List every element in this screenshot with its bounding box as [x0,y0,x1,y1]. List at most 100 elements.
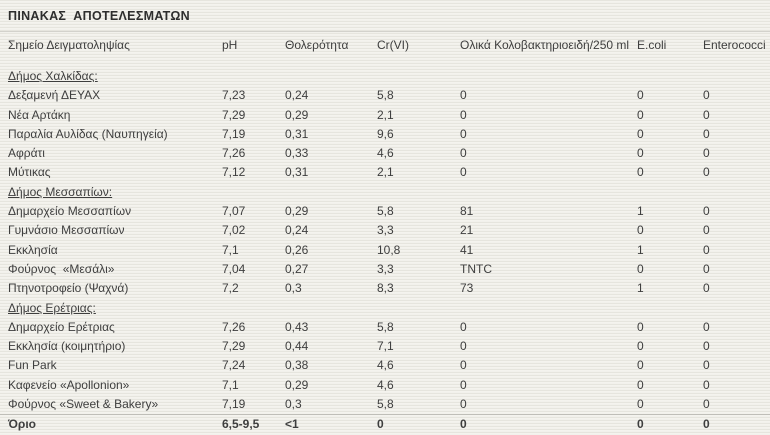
cell-enterococci: 0 [703,107,710,122]
header-row: Σημείο Δειγματοληψίας pH Θολερότητα Cr(V… [0,32,770,67]
cell-ph: 7,04 [222,261,246,276]
cell-turbidity: 0,3 [285,281,302,296]
data-row: Παραλία Αυλίδας (Ναυπηγεία) 7,19 0,31 9,6 0 0… [0,125,770,144]
cell-sampling-point: Μύτικας [8,165,51,180]
cell-turbidity: 0,24 [285,223,309,238]
data-row: Φούρνος «Μεσάλι» 7,04 0,27 3,3 TNTC 0 0 [0,260,770,279]
data-row: Εκκλησία (κοιμητήριο) 7,29 0,44 7,1 0 0 0 [0,337,770,356]
cell-e-coli: 0 [637,223,644,238]
cell-total-coliforms: 21 [460,223,474,238]
cell-ph: 7,1 [222,377,239,392]
data-row: Δεξαμενή ΔΕΥΑΧ 7,23 0,24 5,8 0 0 0 [0,86,770,105]
cell-e-coli: 1 [637,242,644,257]
cell-enterococci: 0 [703,377,710,392]
cell-turbidity: 0,29 [285,204,309,219]
cell-total-coliforms: TNTC [460,261,492,276]
cell-total-coliforms: 0 [460,107,467,122]
cell-turbidity: 0,3 [285,397,302,412]
data-row: Γυμνάσιο Μεσσαπίων 7,02 0,24 3,3 21 0 0 [0,221,770,240]
cell-enterococci: 0 [703,261,710,276]
cell-turbidity: 0,29 [285,377,309,392]
cell-ph: 7,02 [222,223,246,238]
data-row: Εκκλησία 7,1 0,26 10,8 41 1 0 [0,241,770,260]
column-header-sampling-point: Σημείο Δειγματοληψίας [8,38,130,52]
cell-sampling-point: Αφράτι [8,146,45,161]
cell-e-coli: 1 [637,281,644,296]
data-row: Αφράτι 7,26 0,33 4,6 0 0 0 [0,144,770,163]
cell-sampling-point: Δημαρχείο Μεσσαπίων [8,204,132,219]
cell-enterococci: 0 [703,242,710,257]
cell-ph: 7,23 [222,88,246,103]
cell-sampling-point: Εκκλησία [8,242,58,257]
data-row: Νέα Αρτάκη 7,29 0,29 2,1 0 0 0 [0,106,770,125]
cell-total-coliforms: 81 [460,204,474,219]
cell-ph: 7,2 [222,281,239,296]
cell-ph: 7,29 [222,339,246,354]
cell-enterococci: 0 [703,223,710,238]
cell-e-coli: 0 [637,261,644,276]
cell-turbidity: 0,26 [285,242,309,257]
limit-cell-ph: 6,5-9,5 [222,414,285,435]
data-row: Μύτικας 7,12 0,31 2,1 0 0 0 [0,163,770,182]
cell-ph: 7,19 [222,397,246,412]
cell-cr-vi: 4,6 [377,146,394,161]
cell-turbidity: 0,29 [285,107,309,122]
section-label: Δήμος Ερέτριας: [8,300,96,315]
cell-sampling-point: Φούρνος «Μεσάλι» [8,261,115,276]
cell-e-coli: 0 [637,339,644,354]
cell-total-coliforms: 0 [460,339,467,354]
cell-e-coli: 0 [637,126,644,141]
cell-total-coliforms: 0 [460,165,467,180]
cell-enterococci: 0 [703,146,710,161]
cell-ph: 7,26 [222,319,246,334]
cell-cr-vi: 5,8 [377,397,394,412]
cell-ph: 7,12 [222,165,246,180]
cell-e-coli: 0 [637,377,644,392]
cell-e-coli: 0 [637,107,644,122]
limit-cell-enterococci: 0 [703,414,770,435]
cell-enterococci: 0 [703,358,710,373]
cell-turbidity: 0,44 [285,339,309,354]
results-table: Σημείο Δειγματοληψίας pH Θολερότητα Cr(V… [0,32,770,435]
data-row: Δημαρχείο Μεσσαπίων 7,07 0,29 5,8 81 1 0 [0,202,770,221]
column-header-ph: pH [222,38,238,52]
cell-cr-vi: 4,6 [377,358,394,373]
limit-cell-sampling-point: Όριο [0,414,222,435]
cell-total-coliforms: 73 [460,281,474,296]
cell-ph: 7,19 [222,126,246,141]
data-row: Fun Park 7,24 0,38 4,6 0 0 0 [0,356,770,375]
cell-sampling-point: Παραλία Αυλίδας (Ναυπηγεία) [8,126,168,141]
cell-e-coli: 0 [637,88,644,103]
cell-enterococci: 0 [703,339,710,354]
section-row: Δήμος Ερέτριας: [0,299,770,318]
cell-total-coliforms: 0 [460,88,467,103]
data-row: Πτηνοτροφείο (Ψαχνά) 7,2 0,3 8,3 73 1 0 [0,279,770,298]
cell-total-coliforms: 41 [460,242,474,257]
cell-sampling-point: Καφενείο «Apollonion» [8,377,130,392]
cell-cr-vi: 8,3 [377,281,394,296]
column-header-cr-vi: Cr(VI) [377,38,409,52]
cell-cr-vi: 10,8 [377,242,401,257]
cell-cr-vi: 2,1 [377,107,394,122]
cell-ph: 7,07 [222,204,246,219]
cell-e-coli: 0 [637,146,644,161]
cell-total-coliforms: 0 [460,377,467,392]
cell-cr-vi: 4,6 [377,377,394,392]
cell-sampling-point: Εκκλησία (κοιμητήριο) [8,339,126,354]
limit-cell-turbidity: <1 [285,414,377,435]
cell-sampling-point: Δημαρχείο Ερέτριας [8,319,115,334]
cell-turbidity: 0,31 [285,165,309,180]
cell-cr-vi: 5,8 [377,88,394,103]
cell-total-coliforms: 0 [460,146,467,161]
cell-cr-vi: 2,1 [377,165,394,180]
limit-row: Όριο 6,5-9,5 <1 0 0 0 0 [0,414,770,435]
data-row: Καφενείο «Apollonion» 7,1 0,29 4,6 0 0 0 [0,376,770,395]
cell-turbidity: 0,24 [285,88,309,103]
data-row: Φούρνος «Sweet & Bakery» 7,19 0,3 5,8 0 0 0 [0,395,770,415]
section-label: Δήμος Χαλκίδας: [8,69,98,83]
cell-turbidity: 0,38 [285,358,309,373]
limit-cell-e-coli: 0 [637,414,703,435]
cell-e-coli: 0 [637,397,644,412]
cell-turbidity: 0,33 [285,146,309,161]
cell-e-coli: 0 [637,165,644,180]
